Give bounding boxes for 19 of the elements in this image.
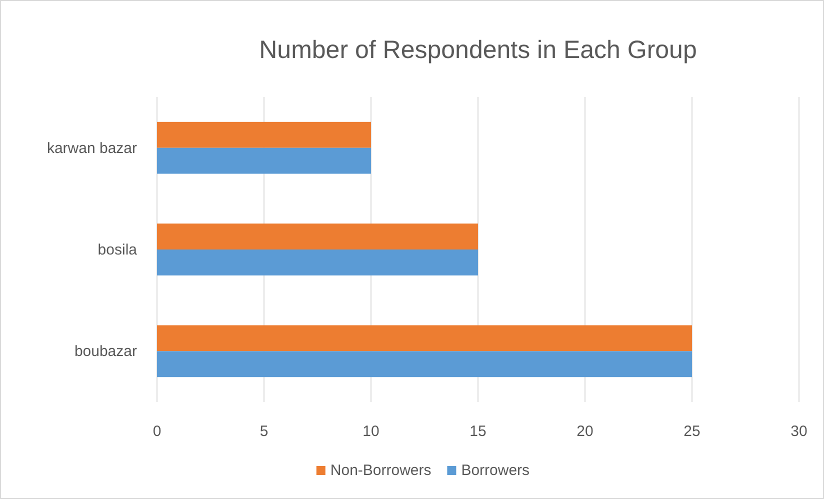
bar [157,148,371,174]
bar [157,250,478,276]
bar [157,351,692,378]
x-tick-label: 30 [790,423,808,440]
x-tick-label: 20 [576,423,594,440]
x-tick-label: 10 [362,423,380,440]
x-tick-label: 5 [260,423,268,440]
y-tick-label: boubazar [74,343,137,360]
chart-title: Number of Respondents in Each Group [259,36,697,64]
bar [157,325,692,352]
legend-label: Borrowers [461,462,530,479]
bar [157,122,371,148]
y-tick-label: bosila [98,242,138,258]
legend-label: Non-Borrowers [330,462,432,479]
x-tick-label: 15 [470,423,486,440]
y-tick-label: karwan bazar [46,140,137,157]
x-tick-label: 25 [684,423,700,440]
x-tick-label: 0 [152,423,162,440]
bar [157,224,478,250]
